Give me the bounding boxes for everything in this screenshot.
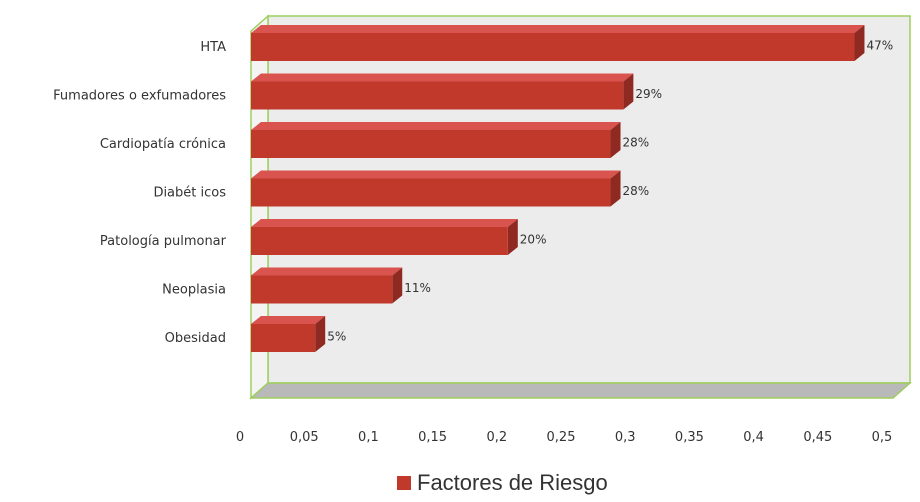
bar-6: 11% <box>251 267 431 304</box>
category-labels: HTA Fumadores o exfumadores Cardiopatía cr… <box>53 40 226 346</box>
bar <box>251 324 316 352</box>
bar-side <box>854 25 865 61</box>
data-label: 28% <box>623 184 650 198</box>
x-tick-label: 0 <box>236 430 244 445</box>
legend: Factores de Riesgo <box>397 470 608 496</box>
bar-2: 29% <box>251 73 662 110</box>
plot-area <box>249 14 912 400</box>
bar <box>251 33 855 61</box>
bar-top <box>251 73 634 82</box>
bar-4: 28% <box>251 170 650 207</box>
category-label: HTA <box>200 40 226 55</box>
bar-3: 28% <box>251 122 649 158</box>
bar-top <box>251 316 326 324</box>
x-tick-label: 0,15 <box>418 430 447 445</box>
bar <box>251 81 624 110</box>
bar-side <box>507 219 518 255</box>
x-tick-label: 0,35 <box>675 430 704 445</box>
data-label: 11% <box>404 281 431 295</box>
bar-1: 47% <box>251 25 893 61</box>
x-tick-label: 0,4 <box>743 430 764 445</box>
category-label: Diabét icos <box>153 186 226 201</box>
data-label: 29% <box>635 87 662 101</box>
legend-label: Factores de Riesgo <box>417 470 608 495</box>
x-tick-label: 0,05 <box>290 430 319 445</box>
data-label: 20% <box>520 233 547 247</box>
bar-top <box>251 219 518 227</box>
bar <box>251 178 611 207</box>
bar <box>251 130 611 158</box>
bar-side <box>623 73 634 110</box>
bar-5: 20% <box>251 219 546 255</box>
bars-group: 47% 29% 28% 28% 20% 11% 5% <box>251 25 893 352</box>
x-axis-ticks: 0 0,05 0,1 0,15 0,2 0,25 0,3 0,35 0,4 0,45 0,5 <box>236 430 892 445</box>
category-label: Patología pulmonar <box>100 234 227 249</box>
bar <box>251 275 393 304</box>
bar-top <box>251 267 403 276</box>
category-label: Obesidad <box>165 331 226 346</box>
x-tick-label: 0,45 <box>803 430 832 445</box>
category-label: Neoplasia <box>162 283 226 298</box>
bar-side <box>392 267 403 304</box>
floor <box>249 382 912 399</box>
x-tick-label: 0,25 <box>547 430 576 445</box>
bar-top <box>251 170 621 179</box>
x-tick-label: 0,5 <box>872 430 893 445</box>
bar-side <box>315 316 326 352</box>
legend-swatch <box>397 476 411 490</box>
bar-side <box>610 170 621 207</box>
x-tick-label: 0,3 <box>615 430 636 445</box>
bar-top <box>251 122 621 130</box>
bar-7: 5% <box>251 316 346 352</box>
data-label: 28% <box>623 136 650 150</box>
data-label: 5% <box>327 330 346 344</box>
data-label: 47% <box>866 39 893 53</box>
bar <box>251 227 508 255</box>
category-label: Fumadores o exfumadores <box>53 89 226 104</box>
bar-side <box>610 122 621 158</box>
bar-top <box>251 25 865 33</box>
x-tick-label: 0,2 <box>486 430 507 445</box>
x-tick-label: 0,1 <box>358 430 379 445</box>
category-label: Cardiopatía crónica <box>100 137 226 152</box>
